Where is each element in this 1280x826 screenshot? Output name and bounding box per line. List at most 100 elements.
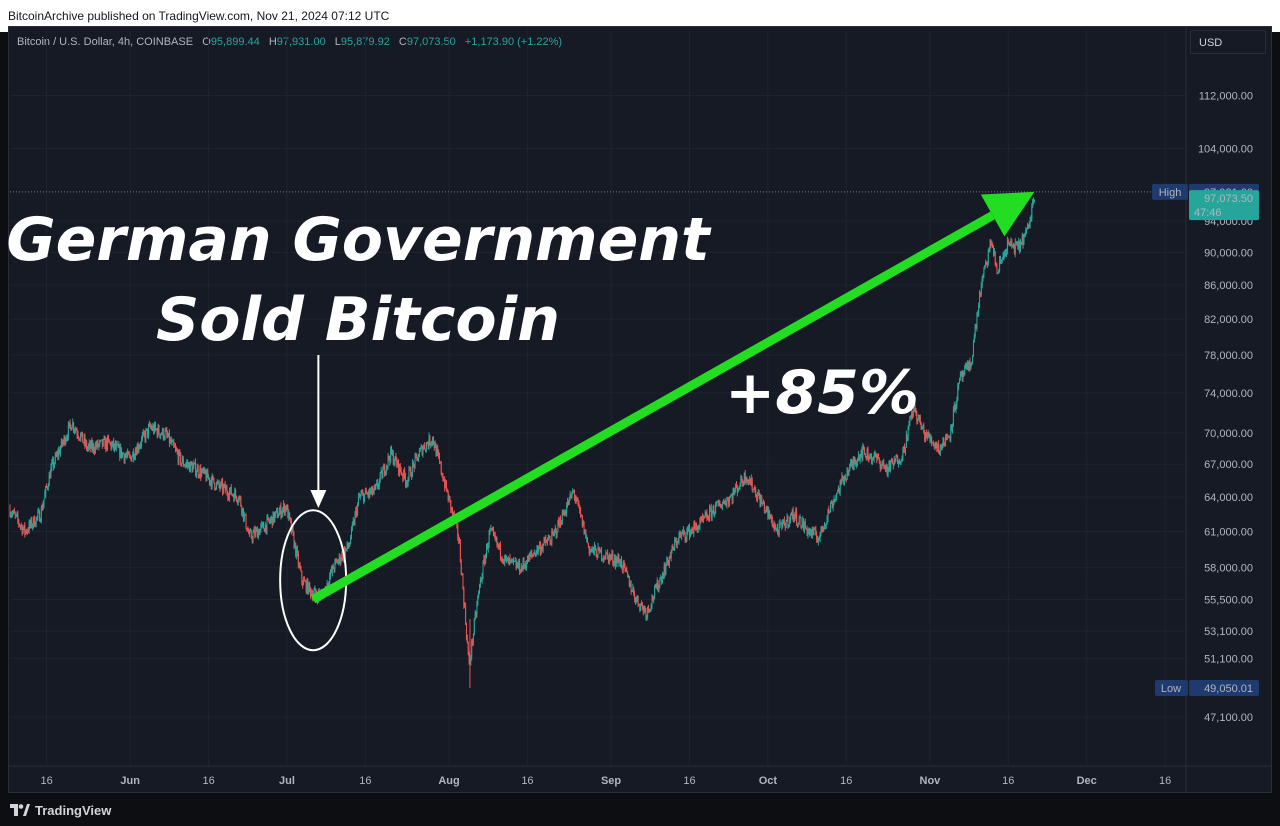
candle-body-down [327, 582, 329, 586]
candle-body-down [468, 654, 470, 663]
candle-body-up [87, 448, 89, 450]
candle-body-up [827, 509, 829, 519]
candle-body-up [859, 455, 861, 461]
candle-body-down [1022, 235, 1024, 245]
candle-body-down [365, 490, 367, 494]
candle-body-down [688, 525, 690, 537]
candle-body-down [992, 245, 994, 254]
candle-body-down [794, 514, 796, 518]
candle-body-down [919, 418, 921, 424]
candle-body-up [832, 502, 834, 508]
candle-body-up [479, 584, 481, 591]
candle-body-down [242, 508, 244, 520]
candle-body-up [188, 463, 190, 466]
candle-body-up [947, 436, 949, 438]
candle-body-up [723, 501, 725, 503]
candle-body-down [954, 404, 956, 411]
candle-body-down [864, 453, 866, 458]
candle-body-up [470, 657, 472, 662]
candle-body-up [73, 430, 75, 432]
candle-body-down [475, 613, 477, 615]
candle-body-up [118, 445, 120, 448]
candle-body-down [830, 502, 832, 504]
candle-body-down [943, 437, 945, 446]
candle-body-down [500, 556, 502, 559]
candle-body-down [289, 517, 291, 522]
candle-body-up [472, 633, 474, 643]
candle-body-up [608, 554, 610, 563]
candle-body-down [756, 496, 758, 499]
tradingview-logo[interactable]: TradingView [10, 803, 111, 818]
candle-body-down [806, 527, 808, 535]
candle-body-up [194, 462, 196, 464]
candle-body-up [913, 404, 915, 410]
candle-body-down [865, 457, 867, 459]
candle-body-up [727, 498, 729, 500]
candle-body-up [364, 490, 366, 495]
candle-body-up [38, 510, 40, 513]
candle-body-up [35, 517, 37, 526]
candle-body-up [146, 428, 148, 430]
candle-body-up [760, 497, 762, 506]
candle-body-down [79, 438, 81, 440]
candle-body-up [739, 486, 741, 488]
candle-body-up [622, 561, 624, 570]
candle-body-down [638, 603, 640, 606]
candle-body-down [777, 531, 779, 536]
candle-body-down [796, 511, 798, 525]
candle-body-up [601, 559, 603, 561]
candle-body-up [202, 468, 204, 472]
candle-body-up [274, 514, 276, 521]
candle-body-up [554, 528, 556, 531]
candle-body-up [681, 532, 683, 534]
candle-body-up [729, 496, 731, 498]
chart-frame[interactable] [8, 26, 1272, 793]
candle-body-down [222, 481, 224, 492]
candle-body-up [629, 583, 631, 587]
candle-body-down [57, 452, 59, 457]
candle-body-up [592, 547, 594, 549]
x-tick-label: Oct [759, 775, 778, 787]
candle-body-down [505, 555, 507, 559]
candle-body-down [784, 524, 786, 529]
candle-body-down [717, 500, 719, 505]
candle-body-down [97, 441, 99, 447]
candle-body-up [375, 484, 377, 488]
candle-body-down [104, 438, 106, 449]
candle-body-up [308, 582, 310, 594]
candle-body-down [421, 446, 423, 455]
candle-body-down [934, 445, 936, 448]
candle-body-down [755, 489, 757, 497]
candle-body-down [1013, 247, 1015, 254]
candle-body-up [261, 523, 263, 526]
candle-body-up [972, 355, 974, 364]
candle-body-down [904, 446, 906, 452]
currency-button[interactable]: USD [1190, 30, 1266, 54]
candle-body-up [860, 449, 862, 456]
candle-body-up [993, 251, 995, 254]
candle-body-down [944, 445, 946, 447]
candle-body-up [203, 468, 205, 472]
candle-body-up [283, 504, 285, 509]
candle-body-up [1026, 225, 1028, 229]
candle-body-up [557, 520, 559, 533]
candle-body-up [364, 494, 366, 502]
candle-body-down [444, 480, 446, 488]
candle-body-up [211, 476, 213, 487]
candle-body-down [467, 642, 469, 655]
candle-body-down [578, 502, 580, 508]
candle-body-up [869, 456, 871, 460]
pointer-arrow-head [310, 490, 327, 508]
candle-body-down [541, 547, 543, 550]
candle-body-up [930, 437, 932, 441]
candle-body-up [87, 445, 89, 449]
candle-body-up [393, 462, 395, 465]
candle-body-up [829, 511, 831, 513]
candle-body-down [406, 483, 408, 485]
candle-body-up [443, 480, 445, 482]
candle-body-down [496, 537, 498, 545]
candle-body-down [810, 530, 812, 536]
candle-body-down [814, 528, 816, 530]
candle-body-down [147, 428, 149, 436]
